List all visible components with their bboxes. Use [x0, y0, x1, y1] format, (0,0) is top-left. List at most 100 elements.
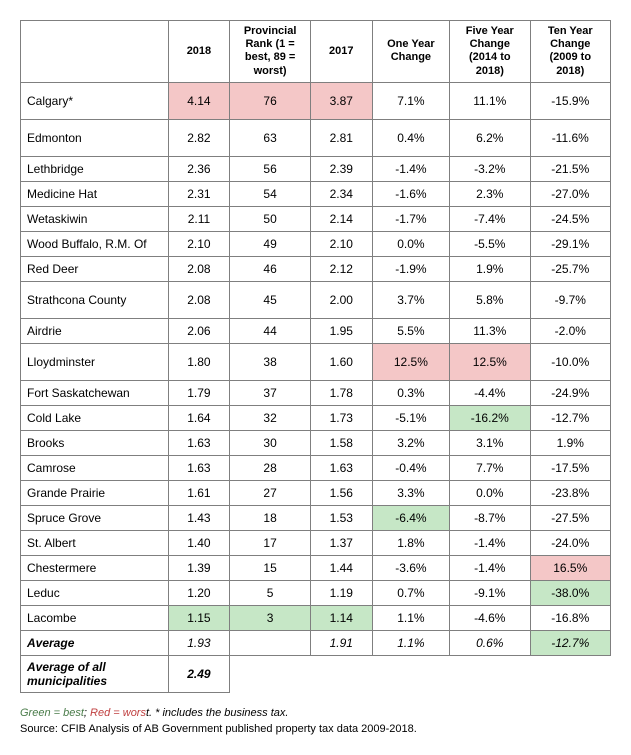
row-name: Brooks — [21, 430, 169, 455]
cell: 1.53 — [310, 505, 372, 530]
cell: 32 — [230, 405, 310, 430]
table-body: Calgary*4.14763.877.1%11.1%-15.9%Edmonto… — [21, 82, 611, 692]
avg-all-row: Average of all municipalities2.49 — [21, 655, 611, 692]
avg-all-label: Average of all municipalities — [21, 655, 169, 692]
row-name: Wetaskiwin — [21, 206, 169, 231]
cell: 1.61 — [168, 480, 230, 505]
cell: 1.14 — [310, 605, 372, 630]
table-row: Cold Lake1.64321.73-5.1%-16.2%-12.7% — [21, 405, 611, 430]
cell: 28 — [230, 455, 310, 480]
cell: 3.3% — [372, 480, 449, 505]
row-name: Medicine Hat — [21, 181, 169, 206]
table-row: Leduc1.2051.190.7%-9.1%-38.0% — [21, 580, 611, 605]
cell: 0.3% — [372, 380, 449, 405]
row-name: St. Albert — [21, 530, 169, 555]
row-name: Fort Saskatchewan — [21, 380, 169, 405]
footnote-red: Red = wors — [90, 707, 146, 719]
cell: 1.58 — [310, 430, 372, 455]
cell: 3 — [230, 605, 310, 630]
cell: -27.0% — [530, 181, 610, 206]
col-head-10yr: Ten Year Change (2009 to 2018) — [530, 21, 610, 83]
table-row: Strathcona County2.08452.003.7%5.8%-9.7% — [21, 281, 611, 318]
cell: -0.4% — [372, 455, 449, 480]
cell: 49 — [230, 231, 310, 256]
cell: 3.1% — [450, 430, 530, 455]
row-name: Lloydminster — [21, 343, 169, 380]
cell: -9.7% — [530, 281, 610, 318]
cell: 2.10 — [310, 231, 372, 256]
cell: -1.4% — [450, 530, 530, 555]
cell: 2.00 — [310, 281, 372, 318]
cell: 1.93 — [168, 630, 230, 655]
col-head-rank: Provincial Rank (1 = best, 89 = worst) — [230, 21, 310, 83]
cell: 30 — [230, 430, 310, 455]
cell: 1.8% — [372, 530, 449, 555]
cell: 1.39 — [168, 555, 230, 580]
cell: 1.95 — [310, 318, 372, 343]
cell: 1.63 — [168, 430, 230, 455]
cell: 1.78 — [310, 380, 372, 405]
cell: -15.9% — [530, 82, 610, 119]
row-name: Grande Prairie — [21, 480, 169, 505]
cell: 46 — [230, 256, 310, 281]
cell: 1.44 — [310, 555, 372, 580]
cell: 63 — [230, 119, 310, 156]
table-row: Calgary*4.14763.877.1%11.1%-15.9% — [21, 82, 611, 119]
cell: 1.37 — [310, 530, 372, 555]
row-name: Edmonton — [21, 119, 169, 156]
cell: 0.4% — [372, 119, 449, 156]
cell: 37 — [230, 380, 310, 405]
source-line: Source: CFIB Analysis of AB Government p… — [20, 723, 611, 735]
cell: 1.9% — [530, 430, 610, 455]
cell: -12.7% — [530, 630, 610, 655]
cell: 2.10 — [168, 231, 230, 256]
table-row: St. Albert1.40171.371.8%-1.4%-24.0% — [21, 530, 611, 555]
cell: 7.1% — [372, 82, 449, 119]
cell: 3.2% — [372, 430, 449, 455]
cell: 18 — [230, 505, 310, 530]
cell: 1.64 — [168, 405, 230, 430]
cell: 1.43 — [168, 505, 230, 530]
cell: 54 — [230, 181, 310, 206]
cell: 5.5% — [372, 318, 449, 343]
cell: 1.63 — [168, 455, 230, 480]
cell: -5.1% — [372, 405, 449, 430]
cell: 6.2% — [450, 119, 530, 156]
cell: 2.3% — [450, 181, 530, 206]
table-row: Wetaskiwin2.11502.14-1.7%-7.4%-24.5% — [21, 206, 611, 231]
table-row: Lloydminster1.80381.6012.5%12.5%-10.0% — [21, 343, 611, 380]
cell: 56 — [230, 156, 310, 181]
average-row: Average1.931.911.1%0.6%-12.7% — [21, 630, 611, 655]
cell: -8.7% — [450, 505, 530, 530]
row-name: Strathcona County — [21, 281, 169, 318]
cell: -11.6% — [530, 119, 610, 156]
cell: 2.82 — [168, 119, 230, 156]
cell: -3.2% — [450, 156, 530, 181]
cell: 0.0% — [372, 231, 449, 256]
cell: 2.81 — [310, 119, 372, 156]
cell: 1.91 — [310, 630, 372, 655]
cell: 12.5% — [450, 343, 530, 380]
cell: -9.1% — [450, 580, 530, 605]
cell: 4.14 — [168, 82, 230, 119]
table-row: Spruce Grove1.43181.53-6.4%-8.7%-27.5% — [21, 505, 611, 530]
cell: 5 — [230, 580, 310, 605]
cell: -27.5% — [530, 505, 610, 530]
row-name: Red Deer — [21, 256, 169, 281]
cell: -6.4% — [372, 505, 449, 530]
cell: 2.34 — [310, 181, 372, 206]
col-head-name — [21, 21, 169, 83]
table-row: Edmonton2.82632.810.4%6.2%-11.6% — [21, 119, 611, 156]
cell: 1.1% — [372, 605, 449, 630]
table-row: Fort Saskatchewan1.79371.780.3%-4.4%-24.… — [21, 380, 611, 405]
row-name: Airdrie — [21, 318, 169, 343]
empty-cell — [230, 655, 310, 692]
row-name: Calgary* — [21, 82, 169, 119]
cell: 1.56 — [310, 480, 372, 505]
cell: -24.5% — [530, 206, 610, 231]
tax-table: 2018 Provincial Rank (1 = best, 89 = wor… — [20, 20, 611, 693]
cell: -16.2% — [450, 405, 530, 430]
cell: 1.80 — [168, 343, 230, 380]
cell: -3.6% — [372, 555, 449, 580]
table-row: Wood Buffalo, R.M. Of2.10492.100.0%-5.5%… — [21, 231, 611, 256]
